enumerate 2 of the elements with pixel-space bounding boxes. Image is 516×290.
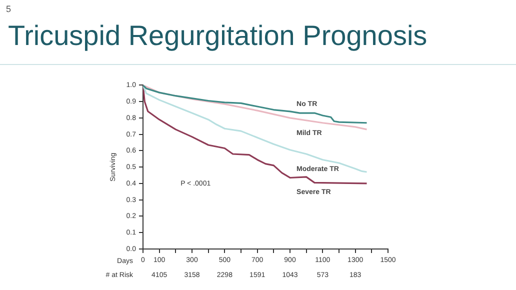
text: 5	[6, 4, 12, 14]
chart-title: Tricuspid Regurgitation Prognosis	[8, 20, 428, 52]
